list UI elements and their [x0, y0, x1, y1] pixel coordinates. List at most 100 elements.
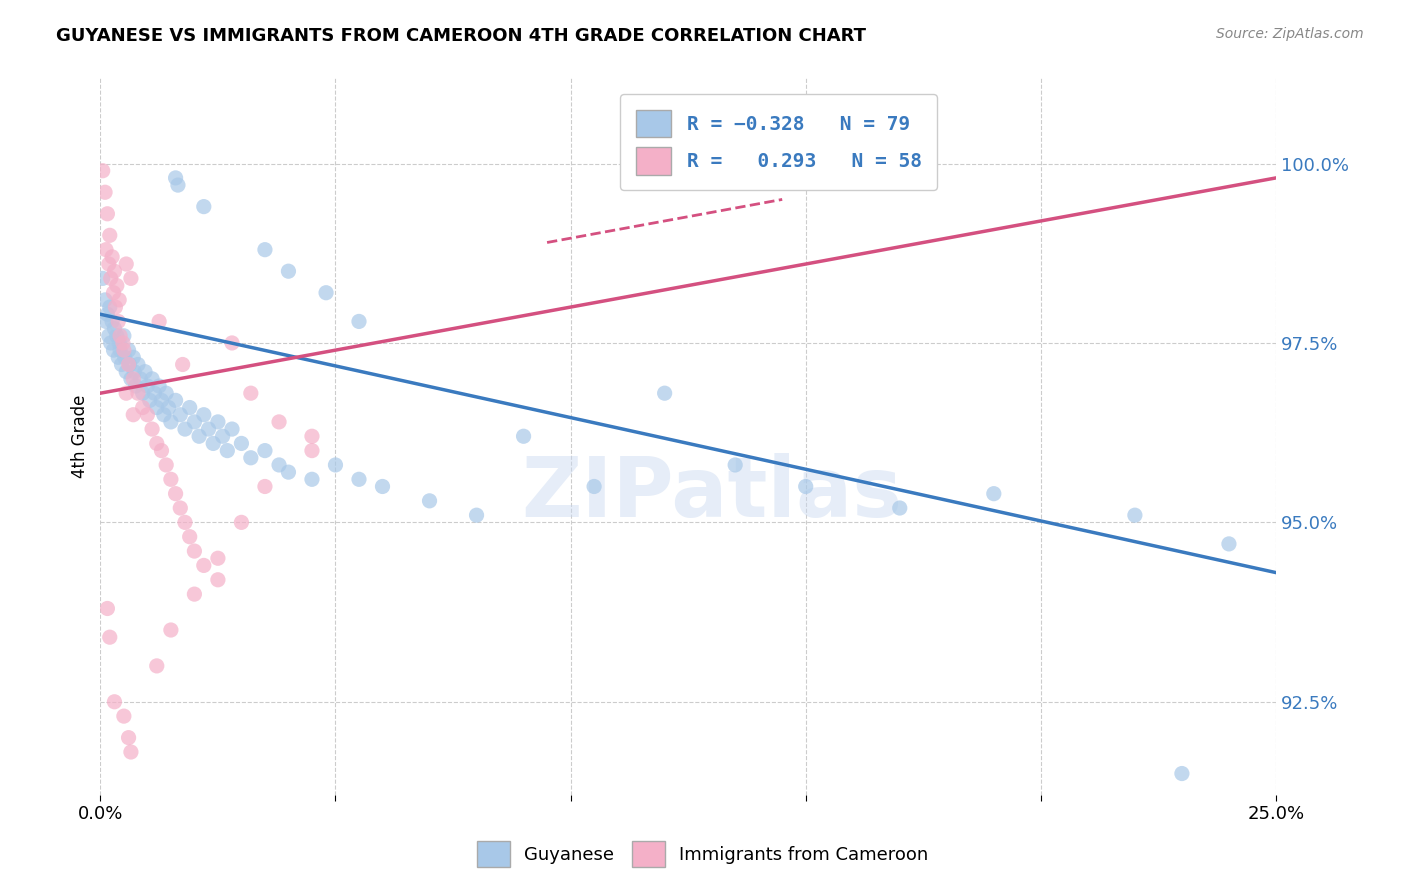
Point: [129, 372, 152, 386]
Point: [98, 300, 121, 314]
Point: [148, 379, 170, 393]
Point: [207, 551, 229, 566]
Point: [207, 573, 229, 587]
Point: [160, 623, 183, 637]
Point: [167, 178, 190, 192]
Point: [91, 163, 114, 178]
Point: [91, 271, 114, 285]
Point: [103, 264, 125, 278]
Point: [512, 429, 534, 443]
Point: [465, 508, 488, 523]
Legend: R = −0.328   N = 79, R =   0.293   N = 58: R = −0.328 N = 79, R = 0.293 N = 58: [620, 95, 936, 190]
Point: [112, 343, 135, 358]
Point: [94, 314, 117, 328]
Point: [277, 264, 299, 278]
Point: [371, 479, 394, 493]
Point: [103, 343, 125, 358]
Point: [253, 479, 276, 493]
Point: [97, 328, 120, 343]
Point: [141, 372, 163, 386]
Point: [150, 443, 173, 458]
Point: [347, 472, 370, 486]
Point: [724, 458, 747, 472]
Point: [253, 443, 276, 458]
Point: [103, 285, 125, 300]
Point: [138, 393, 160, 408]
Point: [124, 379, 146, 393]
Point: [120, 372, 142, 386]
Point: [150, 393, 173, 408]
Point: [115, 257, 138, 271]
Point: [100, 271, 122, 285]
Point: [94, 293, 117, 307]
Point: [104, 300, 127, 314]
Point: [207, 415, 229, 429]
Point: [122, 372, 145, 386]
Point: [136, 379, 159, 393]
Point: [160, 415, 183, 429]
Point: [98, 630, 121, 644]
Point: [118, 358, 141, 372]
Point: [115, 386, 138, 401]
Point: [193, 408, 215, 422]
Point: [179, 401, 201, 415]
Point: [108, 335, 131, 350]
Point: [103, 695, 125, 709]
Point: [136, 408, 159, 422]
Point: [211, 429, 233, 443]
Point: [174, 422, 197, 436]
Point: [107, 314, 129, 328]
Point: [117, 358, 139, 372]
Text: GUYANESE VS IMMIGRANTS FROM CAMEROON 4TH GRADE CORRELATION CHART: GUYANESE VS IMMIGRANTS FROM CAMEROON 4TH…: [56, 27, 866, 45]
Point: [277, 465, 299, 479]
Point: [94, 186, 117, 200]
Point: [183, 415, 205, 429]
Point: [301, 472, 323, 486]
Point: [301, 443, 323, 458]
Point: [172, 358, 194, 372]
Point: [115, 365, 138, 379]
Point: [98, 228, 121, 243]
Point: [1218, 537, 1240, 551]
Point: [157, 401, 180, 415]
Point: [108, 293, 131, 307]
Point: [108, 328, 131, 343]
Point: [117, 731, 139, 745]
Point: [202, 436, 225, 450]
Point: [101, 314, 124, 328]
Point: [111, 335, 134, 350]
Point: [120, 745, 142, 759]
Point: [120, 271, 142, 285]
Point: [122, 365, 145, 379]
Text: Source: ZipAtlas.com: Source: ZipAtlas.com: [1216, 27, 1364, 41]
Point: [117, 343, 139, 358]
Point: [146, 436, 169, 450]
Point: [153, 408, 176, 422]
Point: [239, 450, 262, 465]
Point: [418, 493, 440, 508]
Point: [141, 422, 163, 436]
Point: [179, 530, 201, 544]
Point: [143, 386, 166, 401]
Point: [239, 386, 262, 401]
Point: [131, 386, 153, 401]
Point: [97, 257, 120, 271]
Point: [114, 351, 136, 365]
Point: [188, 429, 211, 443]
Point: [107, 351, 129, 365]
Point: [193, 200, 215, 214]
Point: [155, 458, 177, 472]
Point: [96, 601, 118, 615]
Point: [96, 307, 118, 321]
Point: [315, 285, 337, 300]
Point: [347, 314, 370, 328]
Point: [583, 479, 606, 493]
Point: [217, 443, 239, 458]
Point: [146, 401, 169, 415]
Point: [105, 278, 128, 293]
Point: [325, 458, 347, 472]
Point: [131, 401, 153, 415]
Point: [103, 321, 125, 335]
Point: [794, 479, 817, 493]
Point: [197, 422, 219, 436]
